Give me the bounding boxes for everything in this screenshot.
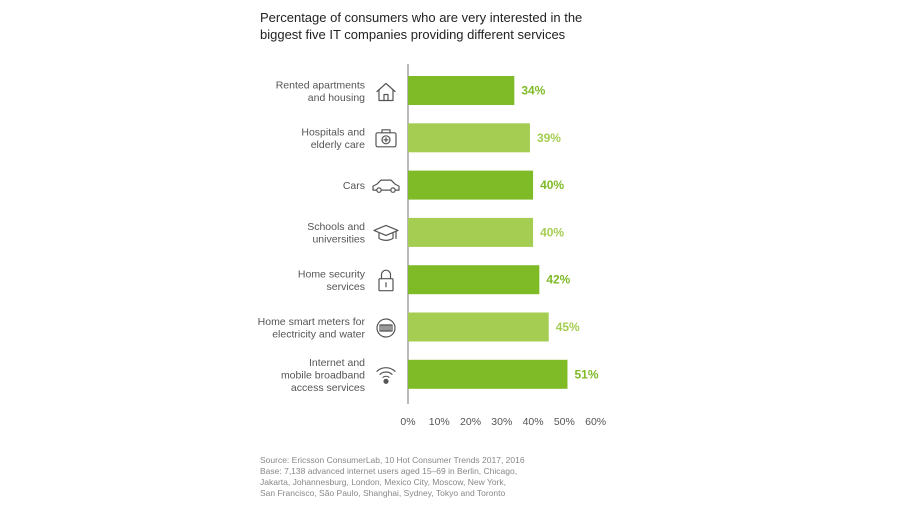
value-label: 39% bbox=[537, 131, 561, 145]
bar bbox=[408, 265, 540, 295]
cap-board bbox=[373, 224, 399, 236]
category-label: Schools and universities bbox=[307, 221, 365, 246]
wifi-dot bbox=[383, 378, 389, 384]
car-wheel-front bbox=[376, 187, 382, 193]
graduation-cap-icon bbox=[373, 224, 399, 241]
source-note: Source: Ericsson ConsumerLab, 10 Hot Con… bbox=[260, 455, 560, 499]
category-label-line: and housing bbox=[308, 92, 365, 104]
bar bbox=[408, 76, 515, 105]
padlock-icon bbox=[378, 269, 394, 292]
lock-body bbox=[378, 278, 394, 292]
category-label-line: Cars bbox=[343, 180, 365, 192]
wifi-arc-middle bbox=[379, 371, 393, 375]
chart-title-line: biggest five IT companies providing diff… bbox=[260, 27, 566, 42]
category-label: Cars bbox=[343, 180, 365, 192]
meter-digits bbox=[381, 324, 391, 332]
value-label: 45% bbox=[556, 320, 580, 334]
source-line: Base: 7,138 advanced internet users aged… bbox=[260, 466, 518, 476]
category-label-line: Home smart meters for bbox=[258, 316, 366, 328]
kit-body bbox=[375, 132, 397, 148]
value-label: 40% bbox=[540, 178, 564, 192]
first-aid-kit-icon bbox=[375, 129, 397, 148]
source-line: Jakarta, Johannesburg, London, Mexico Ci… bbox=[260, 477, 506, 487]
category-label-line: access services bbox=[291, 382, 365, 394]
category-label: Hospitals and elderly care bbox=[301, 127, 365, 152]
value-label: 42% bbox=[546, 273, 570, 287]
value-label: 40% bbox=[540, 225, 564, 239]
source-line: Source: Ericsson ConsumerLab, 10 Hot Con… bbox=[260, 455, 525, 465]
meter-face bbox=[376, 318, 396, 338]
category-label-line: Rented apartments bbox=[276, 79, 365, 91]
car-wheel-rear bbox=[390, 187, 396, 193]
x-tick-label: 0% bbox=[400, 416, 415, 428]
category-label-line: mobile broadband bbox=[281, 369, 365, 381]
category-label-line: elderly care bbox=[311, 139, 365, 151]
category-label-line: universities bbox=[312, 234, 365, 246]
bar bbox=[408, 312, 549, 342]
house-outline bbox=[376, 82, 396, 102]
bar bbox=[408, 170, 534, 200]
wifi-arc-outer bbox=[376, 367, 396, 372]
category-label-line: Home security bbox=[298, 268, 366, 280]
wifi-icon bbox=[376, 367, 396, 384]
category-label-line: Schools and bbox=[307, 221, 365, 233]
source-line: San Francisco, São Paulo, Shanghai, Sydn… bbox=[260, 488, 506, 498]
x-tick-label: 50% bbox=[554, 416, 575, 428]
bar bbox=[408, 123, 530, 153]
kit-handle bbox=[381, 129, 391, 134]
value-label: 34% bbox=[521, 84, 545, 98]
car-icon bbox=[372, 179, 400, 193]
kit-circle bbox=[381, 135, 391, 145]
category-label: Rented apartments and housing bbox=[276, 79, 365, 104]
category-label-line: electricity and water bbox=[272, 328, 365, 340]
lock-shackle bbox=[380, 269, 392, 280]
category-label: Internet and mobile broadband access servi… bbox=[281, 357, 365, 394]
x-tick-label: 60% bbox=[585, 416, 606, 428]
category-label-line: Internet and bbox=[309, 357, 365, 369]
category-label-line: Hospitals and bbox=[301, 127, 365, 139]
chart-title: Percentage of consumers who are very int… bbox=[260, 9, 620, 43]
x-tick-label: 30% bbox=[491, 416, 512, 428]
x-tick-label: 40% bbox=[523, 416, 544, 428]
category-label-line: services bbox=[326, 281, 365, 293]
x-tick-label: 10% bbox=[429, 416, 450, 428]
category-label: Home smart meters for electricity and wat… bbox=[258, 316, 366, 341]
bar bbox=[408, 217, 534, 247]
kit-cross bbox=[383, 137, 389, 143]
chart-title-line: Percentage of consumers who are very int… bbox=[260, 10, 583, 25]
x-tick-label: 20% bbox=[460, 416, 481, 428]
category-label: Home security services bbox=[298, 268, 366, 293]
house-door bbox=[383, 93, 389, 102]
bar bbox=[408, 359, 568, 389]
cap-base bbox=[378, 232, 394, 241]
smart-meter-icon bbox=[376, 318, 396, 338]
house-icon bbox=[376, 82, 396, 102]
wifi-arc-inner bbox=[382, 375, 390, 378]
value-label: 51% bbox=[574, 367, 598, 381]
